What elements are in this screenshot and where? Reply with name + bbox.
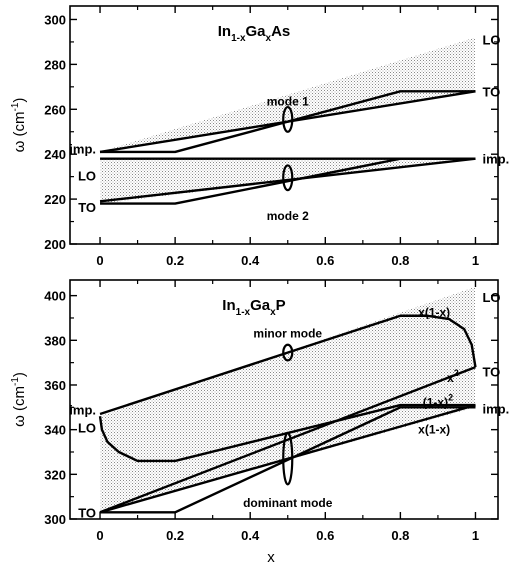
y-tick-label: 220: [44, 192, 66, 207]
annotation-label: dominant mode: [243, 496, 333, 510]
y-tick-label: 300: [44, 512, 66, 527]
series-line-3: [98, 403, 476, 463]
x-axis-label: x: [267, 549, 275, 566]
annotation-label: minor mode: [253, 326, 322, 340]
plot-frame: [69, 279, 499, 520]
annotation-label: mode 2: [267, 209, 309, 223]
series-line-2: [99, 365, 476, 514]
y-axis-label: ω (cm-1): [10, 372, 28, 427]
y-tick-label: 260: [44, 102, 66, 117]
mode-oval: [282, 343, 294, 362]
annotation-label: imp.: [69, 403, 96, 418]
y-tick-label: 380: [44, 333, 66, 348]
panel-1: 0 0.2 0.4 0.6 0.8 1 200 220 240 260 280 300 LO TO imp.…: [10, 5, 509, 268]
series-line-1: [99, 314, 477, 416]
mode-oval: [282, 431, 294, 486]
annotation-label: mode 1: [267, 94, 309, 108]
plot-frame: [69, 5, 499, 245]
x-tick-label: 0.4: [241, 528, 260, 543]
shaded-region: [100, 37, 476, 152]
annotation-label: LO: [482, 33, 500, 48]
y-tick-label: 320: [44, 467, 66, 482]
y-tick-label: 340: [44, 423, 66, 438]
x-tick-label: 0.8: [391, 528, 409, 543]
annotation-label: x(1-x): [418, 305, 450, 319]
panel-2: 0 0.2 0.4 0.6 0.8 1 300 320 340 360 380 400 minor mo…: [10, 279, 509, 566]
annotation-label: x2: [447, 368, 459, 385]
mode-oval: [282, 164, 294, 192]
annotation-label: imp.: [69, 142, 96, 157]
annotation-label: TO: [78, 200, 96, 215]
annotation-label: LO: [78, 169, 96, 184]
series-line-5: [100, 406, 476, 514]
y-tick-label: 240: [44, 147, 66, 162]
annotation-label: TO: [482, 365, 500, 380]
x-tick-label: 0.2: [166, 528, 184, 543]
y-tick-label: 300: [44, 12, 66, 27]
annotation-label: (1-x)2: [423, 393, 453, 410]
y-axis-label: ω (cm-1): [10, 98, 28, 153]
annotation-label: LO: [482, 290, 500, 305]
annotation-label: TO: [78, 505, 96, 520]
shaded-region: [100, 286, 476, 513]
x-tick-label: 0.2: [166, 253, 184, 268]
chart-title: In1-xGaxP: [222, 297, 285, 318]
annotation-label: imp.: [482, 401, 509, 416]
annotation-label: imp.: [482, 152, 509, 167]
x-tick-label: 1: [472, 253, 479, 268]
annotation-label: LO: [78, 420, 96, 435]
y-tick-label: 360: [44, 378, 66, 393]
y-tick-label: 280: [44, 57, 66, 72]
x-tick-label: 1: [472, 528, 479, 543]
annotation-label: x(1-x): [418, 423, 450, 437]
y-tick-label: 200: [44, 237, 66, 252]
series-line-5: [100, 157, 476, 205]
x-tick-label: 0.8: [391, 253, 409, 268]
x-tick-label: 0.6: [316, 253, 334, 268]
annotation-label: TO: [482, 84, 500, 99]
y-tick-label: 400: [44, 289, 66, 304]
series-line-2: [99, 90, 476, 154]
x-tick-label: 0.6: [316, 528, 334, 543]
chart-title: In1-xGaxAs: [218, 23, 291, 44]
x-tick-label: 0: [96, 253, 103, 268]
mode-oval: [282, 105, 294, 133]
x-tick-label: 0.4: [241, 253, 260, 268]
x-tick-label: 0: [96, 528, 103, 543]
